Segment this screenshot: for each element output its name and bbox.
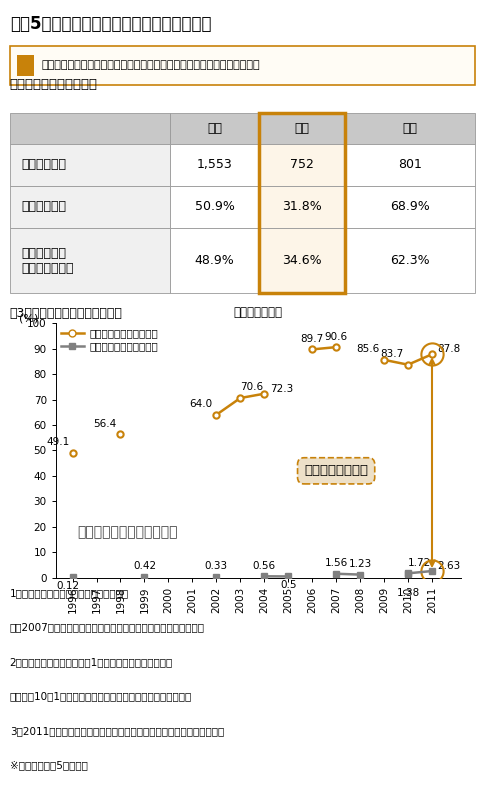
Text: （2007年以降は厚生労働省「雇用均等基本調査」）により作成: （2007年以降は厚生労働省「雇用均等基本調査」）により作成	[10, 622, 204, 633]
Text: 0.56: 0.56	[252, 561, 275, 570]
Text: 31.8%: 31.8%	[281, 200, 321, 213]
Bar	[170, 144, 258, 186]
Text: 両立支援制度の利用意向: 両立支援制度の利用意向	[10, 78, 97, 91]
Bar	[258, 186, 344, 228]
Text: 育児のための
短時間勤務制度: 育児のための 短時間勤務制度	[21, 246, 74, 275]
Text: 1.23: 1.23	[348, 559, 371, 569]
Text: 育児休業制度: 育児休業制度	[21, 200, 66, 213]
Legend: 事業所規模５人以上女性, 事業所規模５人以上男性: 事業所規模５人以上女性, 事業所規模５人以上男性	[61, 328, 157, 351]
Text: 0.33: 0.33	[204, 562, 227, 571]
Text: 64.0: 64.0	[189, 399, 212, 410]
Text: 3．2011年度の数値は、岩手県、宮城県及び福島県を除く全国の結果。: 3．2011年度の数値は、岩手県、宮城県及び福島県を除く全国の結果。	[10, 726, 224, 736]
Bar	[10, 186, 170, 228]
FancyBboxPatch shape	[10, 46, 474, 85]
Text: 49.1: 49.1	[46, 437, 70, 447]
Text: 調査年10月1日までに育児休業を開始（申出）した者の割合: 調査年10月1日までに育児休業を開始（申出）した者の割合	[10, 692, 192, 701]
Text: 34.6%: 34.6%	[282, 254, 321, 267]
Text: 801: 801	[397, 158, 421, 171]
Bar	[258, 228, 344, 293]
Text: (%): (%)	[19, 313, 39, 323]
Text: 2．数値は、調査年の前年度1年間に出産した者のうち、: 2．数値は、調査年の前年度1年間に出産した者のうち、	[10, 657, 173, 667]
Text: 90.6: 90.6	[324, 331, 347, 342]
Bar	[258, 113, 344, 144]
Text: 1,553: 1,553	[197, 158, 232, 171]
Text: 1.72: 1.72	[407, 558, 430, 568]
Text: 87.8: 87.8	[437, 344, 460, 354]
Text: 1.56: 1.56	[324, 558, 347, 568]
Text: 752: 752	[289, 158, 313, 171]
Text: 1.38: 1.38	[395, 588, 419, 598]
Bar	[170, 228, 258, 293]
Bar	[344, 144, 474, 186]
Text: 56.4: 56.4	[93, 419, 116, 428]
Bar	[344, 186, 474, 228]
Text: （図5）　育児に参加したい男性は結構多い: （図5） 育児に参加したい男性は結構多い	[10, 15, 211, 33]
Text: 女性: 女性	[402, 122, 417, 135]
Bar	[10, 113, 170, 144]
Text: 62.3%: 62.3%	[390, 254, 429, 267]
Text: 男性の取得率は低調に推移: 男性の取得率は低調に推移	[77, 525, 178, 539]
Text: 83.7: 83.7	[380, 349, 403, 359]
Text: 両立支援制度を利用したいと考えている男性も多いが、利用は進まない。: 両立支援制度を利用したいと考えている男性も多いが、利用は進まない。	[41, 61, 259, 70]
Bar	[258, 113, 344, 293]
Bar	[170, 113, 258, 144]
Text: 1．厚生労働省「女性雇用管理基本調査」: 1．厚生労働省「女性雇用管理基本調査」	[10, 588, 129, 598]
Text: 約3割は制度を利用する意向あり: 約3割は制度を利用する意向あり	[10, 307, 122, 320]
Text: 72.3: 72.3	[269, 384, 292, 393]
Bar	[170, 186, 258, 228]
Text: 48.9%: 48.9%	[194, 254, 234, 267]
Text: 全体: 全体	[207, 122, 222, 135]
Text: ※　事業所規模5人以上。: ※ 事業所規模5人以上。	[10, 760, 88, 770]
Text: 50.9%: 50.9%	[194, 200, 234, 213]
Title: 育児休業取得率: 育児休業取得率	[233, 306, 282, 319]
Bar	[10, 228, 170, 293]
Bar	[258, 144, 344, 186]
Text: 0.5: 0.5	[279, 580, 296, 591]
Text: 70.6: 70.6	[240, 382, 263, 393]
Text: 男女間で大きな差: 男女間で大きな差	[303, 465, 367, 478]
Bar	[344, 228, 474, 293]
Bar	[16, 55, 34, 76]
Text: 調査数（ｎ）: 調査数（ｎ）	[21, 158, 66, 171]
Text: 68.9%: 68.9%	[390, 200, 429, 213]
Text: 0.42: 0.42	[133, 561, 156, 571]
Bar	[344, 113, 474, 144]
Text: 2.63: 2.63	[437, 561, 460, 571]
Text: 0.12: 0.12	[57, 581, 80, 591]
Text: 男性: 男性	[294, 122, 309, 135]
Text: 85.6: 85.6	[356, 344, 379, 354]
Text: 89.7: 89.7	[300, 334, 323, 344]
Bar	[10, 144, 170, 186]
